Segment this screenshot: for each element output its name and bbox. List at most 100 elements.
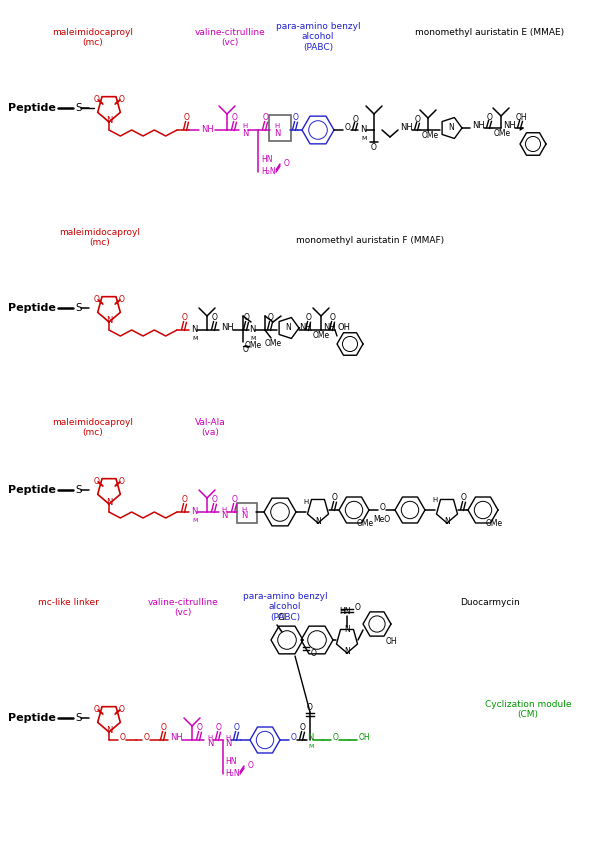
- Text: maleimidocaproyl
(mc): maleimidocaproyl (mc): [53, 418, 133, 437]
- Text: OMe: OMe: [313, 332, 330, 340]
- Text: H: H: [221, 507, 226, 513]
- Text: monomethyl auristatin F (MMAF): monomethyl auristatin F (MMAF): [296, 236, 444, 245]
- Text: H: H: [225, 735, 230, 741]
- Text: OH: OH: [359, 733, 371, 743]
- Text: HN: HN: [225, 758, 236, 766]
- Text: valine-citrulline
(vc): valine-citrulline (vc): [194, 28, 265, 47]
- Text: NH: NH: [472, 122, 485, 131]
- Text: H: H: [274, 123, 279, 129]
- Text: M: M: [192, 518, 197, 523]
- Text: O: O: [311, 650, 317, 658]
- Text: H: H: [242, 123, 247, 129]
- Text: N: N: [307, 733, 313, 743]
- Text: O: O: [232, 113, 238, 122]
- Text: NH: NH: [503, 122, 516, 131]
- Text: N: N: [106, 116, 112, 125]
- Text: O: O: [119, 295, 125, 304]
- Text: M: M: [192, 337, 197, 342]
- Text: O: O: [119, 705, 125, 714]
- Text: O: O: [268, 313, 274, 322]
- Text: H: H: [433, 497, 437, 503]
- Text: OMe: OMe: [486, 520, 503, 528]
- Text: S: S: [75, 713, 82, 723]
- Text: HN: HN: [339, 608, 350, 616]
- Text: N: N: [106, 726, 112, 735]
- Text: N: N: [315, 517, 321, 526]
- Text: O: O: [300, 723, 306, 733]
- Text: O: O: [307, 704, 313, 712]
- Text: N: N: [448, 123, 454, 133]
- Text: monomethyl auristatin E (MMAE): monomethyl auristatin E (MMAE): [415, 28, 565, 37]
- Text: Val-Ala
(va): Val-Ala (va): [194, 418, 226, 437]
- Text: O: O: [119, 95, 125, 104]
- Text: O: O: [371, 143, 377, 153]
- Text: OH: OH: [386, 637, 398, 647]
- Text: O: O: [144, 733, 150, 743]
- Text: O: O: [182, 313, 188, 322]
- Text: O: O: [353, 115, 359, 123]
- Text: para-amino benzyl
alcohol
(PABC): para-amino benzyl alcohol (PABC): [275, 22, 361, 51]
- Text: N: N: [241, 511, 247, 521]
- Text: O: O: [355, 603, 361, 613]
- Text: H₂N: H₂N: [261, 167, 275, 176]
- Text: OMe: OMe: [494, 128, 511, 138]
- Text: N: N: [207, 739, 214, 749]
- Text: O: O: [244, 313, 250, 322]
- Text: S: S: [75, 303, 82, 313]
- Text: OMe: OMe: [245, 342, 262, 350]
- Text: NH: NH: [299, 323, 312, 333]
- Text: NH: NH: [221, 323, 234, 333]
- Text: NH: NH: [323, 323, 336, 333]
- Text: N: N: [191, 507, 197, 517]
- Text: Peptide: Peptide: [8, 713, 56, 723]
- Text: H: H: [207, 735, 212, 741]
- Text: O: O: [461, 494, 467, 502]
- Text: OMe: OMe: [265, 338, 281, 348]
- Text: O: O: [291, 733, 297, 743]
- Text: O: O: [380, 504, 386, 512]
- Text: O: O: [248, 760, 254, 770]
- Text: N: N: [221, 511, 227, 521]
- Text: O: O: [94, 295, 100, 304]
- Text: NH: NH: [201, 126, 214, 134]
- Text: OMe: OMe: [357, 520, 374, 528]
- Text: N: N: [285, 323, 291, 333]
- Text: maleimidocaproyl
(mc): maleimidocaproyl (mc): [59, 228, 140, 247]
- Text: O: O: [94, 477, 100, 486]
- Text: NH: NH: [170, 733, 183, 743]
- Text: O: O: [243, 345, 249, 354]
- Text: Cl: Cl: [277, 614, 285, 623]
- Text: para-amino benzyl
alcohol
(PABC): para-amino benzyl alcohol (PABC): [242, 592, 328, 622]
- Text: M: M: [250, 337, 256, 342]
- Text: O: O: [487, 112, 493, 122]
- Text: O: O: [94, 705, 100, 714]
- Text: N: N: [242, 129, 248, 138]
- Text: N: N: [249, 326, 256, 334]
- Text: Cyclization module
(CM): Cyclization module (CM): [485, 700, 571, 719]
- Text: OH: OH: [515, 112, 527, 122]
- Text: O: O: [216, 723, 222, 733]
- Text: S: S: [75, 103, 82, 113]
- Text: Peptide: Peptide: [8, 485, 56, 495]
- Text: N: N: [344, 647, 350, 656]
- Text: O: O: [345, 123, 351, 133]
- Text: H₂N: H₂N: [225, 770, 239, 778]
- Text: O: O: [212, 313, 218, 322]
- Text: O: O: [197, 723, 203, 733]
- Text: M: M: [308, 744, 313, 749]
- Text: N: N: [274, 129, 280, 138]
- Text: O: O: [293, 113, 299, 122]
- Text: mc-like linker: mc-like linker: [38, 598, 98, 607]
- Text: H: H: [241, 507, 246, 513]
- Text: maleimidocaproyl
(mc): maleimidocaproyl (mc): [53, 28, 133, 47]
- Text: O: O: [284, 159, 290, 167]
- Text: O: O: [330, 313, 336, 322]
- Text: M: M: [361, 137, 367, 142]
- Text: Duocarmycin: Duocarmycin: [460, 598, 520, 607]
- Text: N: N: [106, 498, 112, 507]
- Text: N: N: [344, 625, 350, 634]
- Text: O: O: [232, 495, 238, 505]
- Text: O: O: [94, 95, 100, 104]
- Text: N: N: [191, 326, 197, 334]
- Text: O: O: [182, 495, 188, 505]
